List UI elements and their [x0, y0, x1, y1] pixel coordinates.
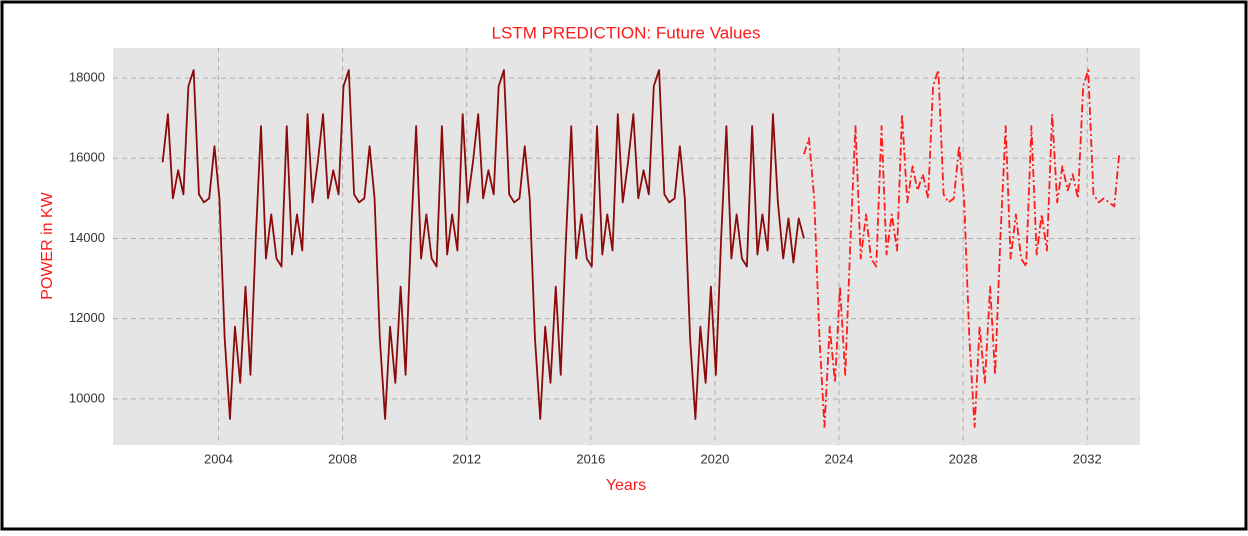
x-axis-label: Years: [606, 477, 646, 494]
x-tick-label: 2004: [204, 451, 233, 466]
y-axis-label: POWER in KW: [39, 191, 56, 299]
x-tick-label: 2008: [328, 451, 357, 466]
y-tick-label: 10000: [69, 390, 105, 405]
x-tick-label: 2028: [949, 451, 978, 466]
x-tick-label: 2016: [576, 451, 605, 466]
x-tick-label: 2012: [452, 451, 481, 466]
chart-title: LSTM PREDICTION: Future Values: [492, 23, 761, 42]
plot-area: [113, 48, 1140, 445]
y-tick-label: 18000: [69, 70, 105, 85]
x-tick-label: 2032: [1073, 451, 1102, 466]
y-tick-label: 14000: [69, 230, 105, 245]
series-line: [161, 69, 805, 420]
x-tick-label: 2020: [700, 451, 729, 466]
y-tick-label: 16000: [69, 150, 105, 165]
series-line: [803, 69, 1121, 428]
x-tick-label: 2024: [825, 451, 854, 466]
y-tick-label: 12000: [69, 310, 105, 325]
